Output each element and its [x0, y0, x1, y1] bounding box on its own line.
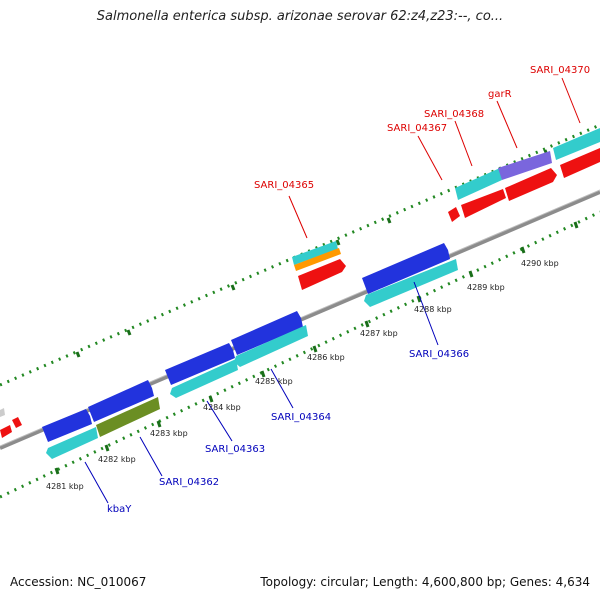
gene-label-blue[interactable]: SARI_04366: [409, 349, 469, 360]
cds-cyan-1[interactable]: [46, 427, 98, 459]
gene-label-blue[interactable]: kbaY: [107, 504, 132, 515]
genome-summary-text: Topology: circular; Length: 4,600,800 bp…: [260, 575, 590, 589]
cluster-04365[interactable]: [292, 241, 346, 290]
cds-blue-4[interactable]: [231, 311, 303, 355]
gene-label-red[interactable]: SARI_04367: [387, 123, 447, 134]
kbp-label: 4287 kbp: [360, 329, 398, 338]
kbp-label: 4281 kbp: [46, 482, 84, 491]
map-title: Salmonella enterica subsp. arizonae sero…: [96, 9, 504, 24]
gene-label-red[interactable]: SARI_04370: [530, 65, 590, 76]
gene-label-blue[interactable]: SARI_04362: [159, 477, 219, 488]
kbp-label: 4285 kbp: [255, 377, 293, 386]
cds-blue-5[interactable]: [362, 243, 450, 294]
cds-red-small: [448, 207, 460, 222]
cds-purple: [498, 151, 552, 180]
cds-cyan-2[interactable]: [170, 359, 238, 398]
accession-text: Accession: NC_010067: [10, 575, 147, 589]
inner-major-ticks: [54, 221, 579, 475]
cds-blue-1[interactable]: [42, 409, 92, 442]
cds-cyan-4[interactable]: [364, 259, 458, 307]
cds-red-top-2: [505, 168, 557, 201]
red-leader-lines: [288, 77, 581, 239]
kbp-label: 4286 kbp: [307, 353, 345, 362]
cds-olive[interactable]: [96, 397, 160, 437]
gene-label-red[interactable]: SARI_04368: [424, 109, 484, 120]
kbp-label: 4284 kbp: [203, 403, 241, 412]
cds-cyan-3[interactable]: [234, 325, 308, 367]
gene-label-blue[interactable]: SARI_04363: [205, 444, 265, 455]
blue-leader-lines: [84, 281, 439, 504]
cds-blue-2[interactable]: [88, 380, 154, 422]
gene-label-red[interactable]: SARI_04365: [254, 180, 314, 191]
cluster-right[interactable]: [448, 128, 600, 222]
kbp-label: 4282 kbp: [98, 455, 136, 464]
gene-label-red[interactable]: garR: [488, 89, 512, 100]
cds-red-top-3: [560, 148, 600, 178]
gene-label-blue[interactable]: SARI_04364: [271, 412, 331, 423]
cds-left-edge[interactable]: [0, 408, 22, 438]
inner-dotted-track: [0, 210, 600, 499]
cds-blue-3[interactable]: [165, 343, 235, 385]
kbp-label: 4283 kbp: [150, 429, 188, 438]
cds-cyan-top-1: [455, 168, 502, 200]
cds-cyan-row: [46, 259, 458, 459]
cds-red-top-1: [461, 189, 506, 218]
kbp-label: 4290 kbp: [521, 259, 559, 268]
kbp-label: 4288 kbp: [414, 305, 452, 314]
kbp-label: 4289 kbp: [467, 283, 505, 292]
cds-blue-row: [42, 243, 450, 442]
cds-cyan-top-2: [553, 128, 600, 160]
